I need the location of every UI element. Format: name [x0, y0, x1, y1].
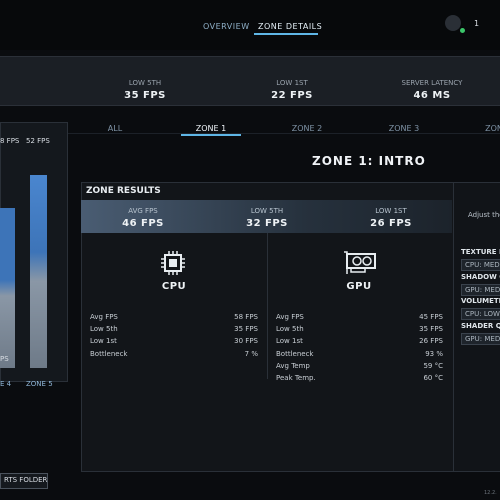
- summary-label: AVG FPS: [128, 207, 158, 215]
- side-footer: PS: [0, 355, 9, 363]
- status-dot: [460, 28, 465, 33]
- results-title: ZONE RESULTS: [86, 186, 161, 196]
- settings-subtitle: Adjust the: [468, 211, 500, 219]
- gpu-row-label: Avg Temp: [276, 361, 310, 370]
- tab[interactable]: ZONE 1: [195, 124, 227, 133]
- stat-value: 46 MS: [413, 90, 451, 101]
- tab-underline: ZONE 1: [181, 134, 241, 136]
- stat-label: LOW 1ST: [276, 79, 308, 87]
- cpu-row-value: 35 FPS: [234, 325, 258, 334]
- nav-underline: [254, 33, 318, 35]
- side-bar: [0, 208, 15, 368]
- gpu-row-label: Avg FPS: [276, 313, 304, 321]
- cpu-row-value: 7 %: [244, 349, 258, 358]
- badge: 1: [474, 19, 480, 28]
- setting-value[interactable]: GPU: MED: [461, 332, 500, 345]
- nav-zone-details[interactable]: ZONE DETAILS: [258, 22, 323, 31]
- tab[interactable]: ALL: [107, 124, 123, 133]
- summary-value: 32 FPS: [246, 218, 288, 229]
- tab[interactable]: ZONE 2: [291, 124, 323, 133]
- cpu-row-label: Low 1st: [90, 337, 117, 346]
- stats-bar: [0, 56, 500, 106]
- gpu-row-value: 26 FPS: [419, 337, 443, 346]
- side-value: 8 FPS: [0, 137, 20, 145]
- cpu-row-label: Bottleneck: [90, 349, 128, 358]
- tab-divider: [0, 133, 500, 134]
- zone-heading: ZONE 1: INTRO: [312, 154, 426, 168]
- stat-label: SERVER LATENCY: [401, 79, 463, 87]
- gpu-row-label: Peak Temp.: [276, 374, 316, 382]
- cpu-row-value: 30 FPS: [234, 337, 258, 346]
- cpu-row-value: 58 FPS: [234, 313, 258, 321]
- summary-value: 26 FPS: [370, 218, 412, 229]
- folder-button[interactable]: [0, 473, 48, 489]
- side-zone: ZONE 5: [26, 380, 53, 388]
- setting-value[interactable]: GPU: MED: [461, 283, 500, 296]
- tab[interactable]: ZONE 3: [388, 124, 420, 133]
- gpu-row-label: Bottleneck: [276, 349, 314, 358]
- setting-name: SHADOW Q: [461, 272, 500, 281]
- gpu-row-value: 35 FPS: [419, 325, 443, 334]
- summary-value: 46 FPS: [122, 218, 164, 229]
- column-divider: [267, 233, 268, 379]
- summary-label: LOW 5TH: [250, 207, 284, 215]
- gpu-icon: [344, 251, 376, 274]
- stat-value: 22 FPS: [271, 90, 313, 101]
- setting-name: VOLUMETR: [461, 297, 500, 305]
- top-bar: [0, 0, 500, 50]
- side-zone: E 4: [0, 380, 12, 388]
- version: 12.2.: [484, 490, 497, 496]
- gpu-row-label: Low 1st: [276, 337, 303, 346]
- stat-value: 35 FPS: [124, 90, 166, 101]
- setting-value[interactable]: CPU: MED: [461, 259, 500, 271]
- gpu-row-label: Low 5th: [276, 325, 304, 334]
- folder-label[interactable]: RTS FOLDER: [4, 476, 48, 484]
- cpu-row-label: Low 5th: [90, 325, 118, 334]
- stat-label: LOW 5TH: [128, 79, 162, 87]
- summary-band: [81, 200, 452, 233]
- setting-name: TEXTURE F: [461, 248, 500, 256]
- nav-overview[interactable]: OVERVIEW: [203, 22, 250, 31]
- gpu-row-value: 45 FPS: [419, 313, 443, 321]
- gpu-row-value: 93 %: [425, 349, 443, 358]
- tab[interactable]: ZON: [485, 124, 500, 133]
- cpu-icon: [161, 251, 185, 275]
- summary-label: LOW 1ST: [375, 207, 407, 215]
- gpu-title: GPU: [346, 281, 372, 292]
- gpu-row-value: 59 °C: [423, 361, 443, 370]
- cpu-row-label: Avg FPS: [90, 313, 118, 321]
- side-value: 52 FPS: [26, 137, 50, 145]
- setting-name: SHADER QU: [461, 321, 500, 330]
- side-bar: [30, 175, 47, 368]
- gpu-row-value: 60 °C: [423, 374, 443, 382]
- setting-value[interactable]: CPU: LOW: [461, 308, 500, 320]
- cpu-title: CPU: [161, 281, 187, 292]
- settings-panel: [453, 182, 500, 472]
- profile-icon[interactable]: [445, 15, 461, 31]
